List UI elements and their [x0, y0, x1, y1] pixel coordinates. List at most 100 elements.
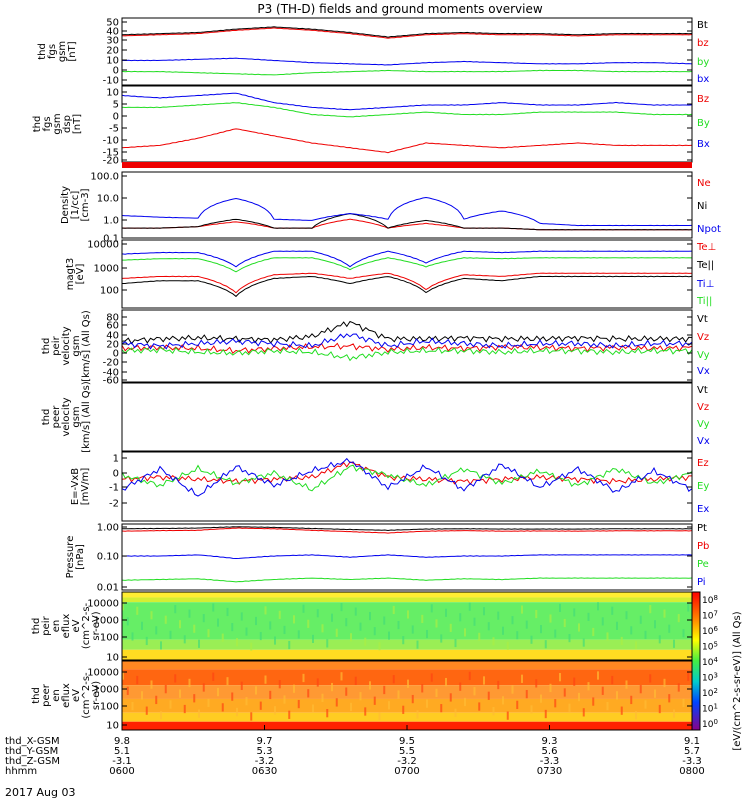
heatmap-texture: [397, 690, 400, 699]
y-tick-label: 0.10: [97, 552, 119, 563]
heatmap-texture: [658, 635, 661, 644]
heatmap-texture: [369, 681, 371, 690]
heatmap-texture: [407, 610, 409, 619]
legend-label: Pb: [697, 541, 709, 552]
panel-3: 100.0 10.0 1.0 0.1 Density [1/cc] [cm-3] Ne Ni Np…: [60, 171, 721, 245]
heatmap-texture: [264, 606, 267, 615]
legend-label: Bt: [697, 20, 708, 31]
x-tick-label: 0600: [109, 766, 134, 777]
x-tick-label: 5.6: [542, 746, 558, 757]
heatmap-texture: [554, 629, 557, 638]
heatmap-texture: [587, 682, 590, 691]
y-axis-label-line: eV: [71, 619, 82, 632]
heatmap-texture: [359, 692, 362, 701]
heatmap-texture: [226, 607, 229, 617]
y-axis-label-line: magt3: [65, 258, 76, 291]
y-tick-label: 30: [106, 36, 119, 47]
series-Bx-line: [121, 92, 693, 111]
heatmap-texture: [635, 711, 637, 720]
heatmap-texture: [331, 682, 333, 692]
panel-frame: [121, 171, 693, 239]
y-axis-label-line: [cm-3]: [80, 188, 91, 221]
y-tick-label: -1: [109, 483, 119, 494]
series-Bt-line: [121, 26, 693, 38]
legend-label: Vt: [697, 314, 708, 325]
heatmap-texture: [212, 672, 215, 681]
heatmap-texture: [331, 613, 333, 622]
legend-label: by: [697, 57, 709, 68]
y-axis-label-line: eV: [71, 689, 82, 702]
heatmap-texture: [364, 637, 367, 646]
heatmap-texture: [283, 625, 286, 635]
series-Pb-line: [121, 527, 693, 534]
heatmap-texture: [530, 635, 533, 644]
x-row-label: hhmm: [5, 766, 37, 777]
heatmap-texture: [506, 641, 509, 650]
colorbar-tick-label: 102: [702, 687, 718, 699]
heatmap-texture: [335, 698, 338, 707]
heatmap-texture: [245, 697, 248, 706]
heatmap-texture: [383, 616, 386, 625]
heatmap-texture: [435, 688, 438, 698]
heatmap-texture: [402, 705, 405, 714]
y-tick-label: -10: [103, 76, 119, 87]
y-axis-label-line: fgs: [42, 116, 53, 131]
heatmap-texture: [359, 622, 362, 631]
y-tick-label: 1: [113, 454, 119, 465]
y-tick-label: 50: [106, 18, 119, 29]
y-tick-label: 40: [106, 331, 119, 342]
panel-8: 1.00 0.10 0.01 Pressure [nPa] Pt Pb Pe Pi: [65, 523, 709, 594]
series-Pt-line: [121, 526, 693, 532]
heatmap-texture: [682, 629, 685, 638]
x-tick-label: 5.1: [114, 746, 130, 757]
heatmap-texture: [202, 614, 205, 623]
heatmap-texture: [411, 625, 414, 634]
heatmap-texture: [297, 630, 300, 639]
heatmap-texture: [521, 605, 523, 614]
series-by-line: [121, 69, 693, 76]
y-axis-label-line: velocity: [61, 326, 72, 365]
legend-label: Te⊥: [696, 242, 716, 253]
heatmap-texture: [559, 603, 561, 612]
heatmap-texture: [198, 639, 200, 648]
y-tick-label: 20: [106, 340, 119, 351]
heatmap-texture: [578, 623, 580, 632]
heatmap-texture: [150, 611, 153, 620]
heatmap-texture: [392, 605, 395, 615]
y-axis-label-line: velocity: [61, 397, 72, 436]
heatmap-band: [122, 592, 692, 598]
heatmap-texture: [597, 671, 599, 680]
heatmap-texture: [259, 631, 262, 641]
heatmap-texture: [174, 605, 177, 614]
y-tick-label: -20: [103, 358, 119, 369]
colorbar: [691, 591, 701, 731]
heatmap-texture: [544, 640, 547, 649]
y-axis-label: thd fgs gsm [nT]: [37, 41, 78, 62]
heatmap-texture: [131, 632, 134, 641]
heatmap-texture: [126, 617, 129, 626]
heatmap-texture: [658, 704, 661, 714]
heatmap-texture: [407, 679, 409, 688]
time-axis: thd_X-GSM 9.8 9.7 9.5 9.3 9.1 thd_Y-GSM 5.1 5.3 5…: [5, 725, 705, 777]
y-axis-label: E=-VxB [mV/m]: [70, 468, 91, 506]
x-row-label: thd_Y-GSM: [5, 746, 58, 757]
legend-label: Vt: [697, 385, 708, 396]
y-tick-label: 1000: [94, 264, 119, 275]
heatmap-texture: [278, 610, 281, 619]
heatmap-texture: [426, 629, 428, 639]
heatmap-texture: [677, 614, 680, 623]
x-tick-label: -3.3: [540, 756, 560, 767]
heatmap-texture: [630, 626, 633, 635]
heatmap-texture: [316, 609, 319, 618]
heatmap-texture: [449, 693, 452, 702]
series-bx-line: [121, 57, 693, 66]
heatmap-texture: [639, 615, 642, 624]
heatmap-texture: [302, 673, 305, 683]
heatmap-texture: [160, 641, 162, 650]
heatmap-texture: [644, 700, 647, 709]
heatmap-texture: [236, 638, 238, 647]
heatmap-texture: [468, 602, 471, 611]
heatmap-texture: [635, 641, 637, 650]
